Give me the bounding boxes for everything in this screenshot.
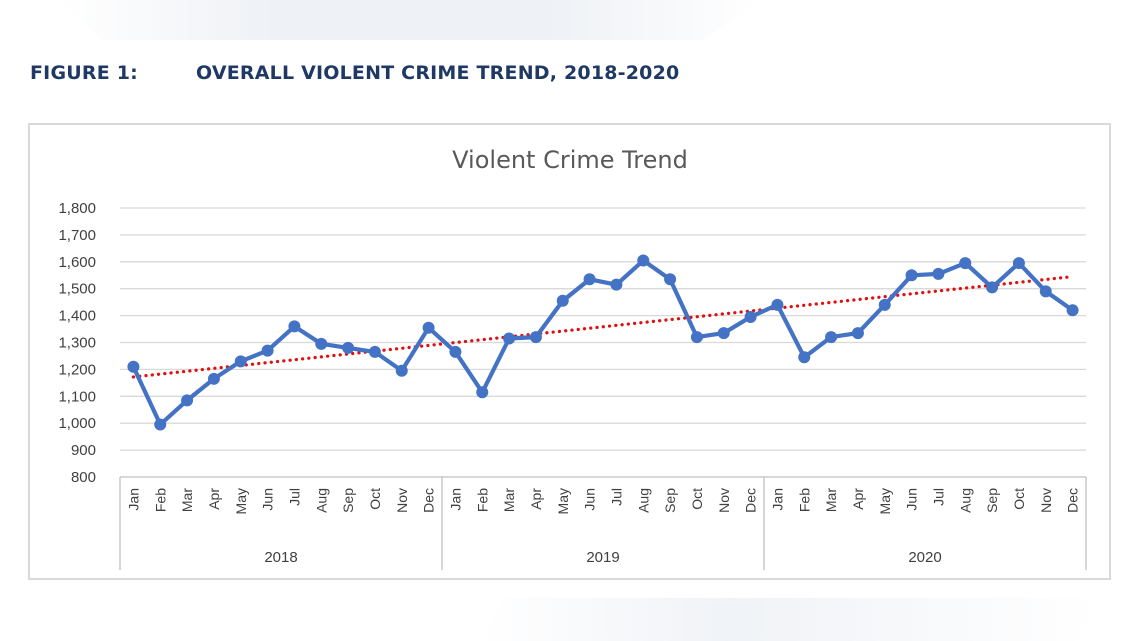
x-tick-label: Apr — [206, 488, 222, 510]
x-tick-label: Aug — [313, 488, 329, 513]
data-point — [851, 327, 864, 340]
x-tick-label: May — [877, 488, 893, 514]
data-point — [717, 327, 730, 340]
data-point — [1066, 304, 1079, 317]
series-group — [127, 254, 1079, 431]
x-tick-label: Apr — [850, 488, 866, 510]
x-tick-label: Feb — [152, 488, 168, 512]
chart-title: Violent Crime Trend — [452, 146, 688, 174]
data-point — [664, 273, 677, 286]
data-point — [529, 331, 542, 344]
x-tick-label: Jun — [904, 488, 920, 511]
data-point — [422, 321, 435, 334]
x-tick-label: May — [233, 488, 249, 514]
data-point — [690, 331, 703, 344]
x-axis — [119, 476, 1087, 570]
x-tick-label: Dec — [421, 488, 437, 513]
x-tick-label: Jan — [125, 488, 141, 511]
x-tick-label: Dec — [1065, 488, 1081, 513]
y-tick-label: 1,100 — [58, 388, 96, 405]
data-point — [986, 281, 999, 294]
data-point — [610, 278, 623, 291]
y-tick-label: 1,700 — [58, 227, 96, 244]
y-tick-label: 1,000 — [58, 415, 96, 432]
year-label: 2020 — [908, 549, 941, 566]
x-tick-label: Apr — [528, 488, 544, 510]
data-point — [905, 269, 918, 282]
x-tick-label: Jun — [582, 488, 598, 511]
x-axis-labels: Jan Feb Mar Apr May Jun Jul Aug Sep Oct Nov Dec Jan F… — [125, 488, 1080, 566]
figure-header: FIGURE 1: OVERALL VIOLENT CRIME TREND, 20… — [30, 62, 679, 84]
data-point — [154, 418, 167, 431]
y-tick-label: 1,400 — [58, 308, 96, 325]
y-tick-label: 1,500 — [58, 281, 96, 298]
data-point — [342, 341, 355, 354]
data-point — [798, 351, 811, 364]
data-point — [1012, 257, 1025, 270]
data-point — [556, 294, 569, 307]
data-point — [261, 344, 274, 357]
x-tick-label: Nov — [1038, 488, 1054, 513]
x-tick-label: Oct — [367, 488, 383, 510]
x-tick-label: Mar — [501, 488, 517, 512]
y-tick-label: 1,200 — [58, 361, 96, 378]
x-tick-label: Aug — [957, 488, 973, 513]
data-point — [476, 386, 489, 399]
data-point — [449, 345, 462, 358]
data-point — [932, 267, 945, 280]
x-tick-label: Jan — [769, 488, 785, 511]
data-point — [825, 331, 838, 344]
x-tick-label: Aug — [635, 488, 651, 513]
x-tick-label: Mar — [179, 488, 195, 512]
data-point — [315, 337, 328, 350]
data-point — [395, 364, 408, 377]
x-tick-label: Jul — [286, 488, 302, 506]
x-tick-label: May — [555, 488, 571, 514]
year-label: 2018 — [264, 549, 297, 566]
gridlines — [120, 207, 1086, 451]
chart-frame — [28, 123, 1111, 580]
year-label: 2019 — [586, 549, 619, 566]
x-tick-label: Dec — [743, 488, 759, 513]
y-tick-label: 1,600 — [58, 254, 96, 271]
data-point — [288, 320, 301, 333]
x-tick-label: Jun — [260, 488, 276, 511]
y-axis: 800 900 1,000 1,100 1,200 1,300 1,400 1,500 1,60… — [58, 200, 96, 486]
figure-label: FIGURE 1: — [30, 62, 138, 84]
x-tick-label: Nov — [716, 488, 732, 513]
x-tick-label: Oct — [1011, 488, 1027, 510]
y-tick-label: 1,800 — [58, 200, 96, 217]
trendline — [131, 274, 1075, 379]
y-tick-label: 900 — [71, 442, 96, 459]
x-tick-label: Oct — [689, 488, 705, 510]
x-tick-label: Sep — [662, 488, 678, 513]
data-point — [878, 298, 891, 311]
y-tick-label: 1,300 — [58, 335, 96, 352]
data-point — [368, 345, 381, 358]
data-point — [583, 273, 596, 286]
x-tick-label: Feb — [796, 488, 812, 512]
x-tick-label: Nov — [394, 488, 410, 513]
x-tick-label: Jan — [447, 488, 463, 511]
data-point — [959, 257, 972, 270]
data-point — [503, 332, 516, 345]
data-point — [637, 254, 650, 267]
data-point — [234, 355, 247, 368]
data-point — [1039, 285, 1052, 298]
x-tick-label: Feb — [474, 488, 490, 512]
data-point — [127, 360, 140, 373]
x-tick-label: Mar — [823, 488, 839, 512]
y-tick-label: 800 — [71, 469, 96, 486]
figure-title: OVERALL VIOLENT CRIME TREND, 2018-2020 — [196, 62, 680, 84]
data-point — [181, 394, 194, 407]
x-tick-label: Jul — [930, 488, 946, 506]
data-point — [771, 298, 784, 311]
x-tick-label: Sep — [984, 488, 1000, 513]
x-tick-label: Sep — [340, 488, 356, 513]
data-point — [744, 310, 757, 323]
data-point — [207, 372, 220, 385]
trendline-group — [131, 274, 1075, 379]
x-tick-label: Jul — [608, 488, 624, 506]
